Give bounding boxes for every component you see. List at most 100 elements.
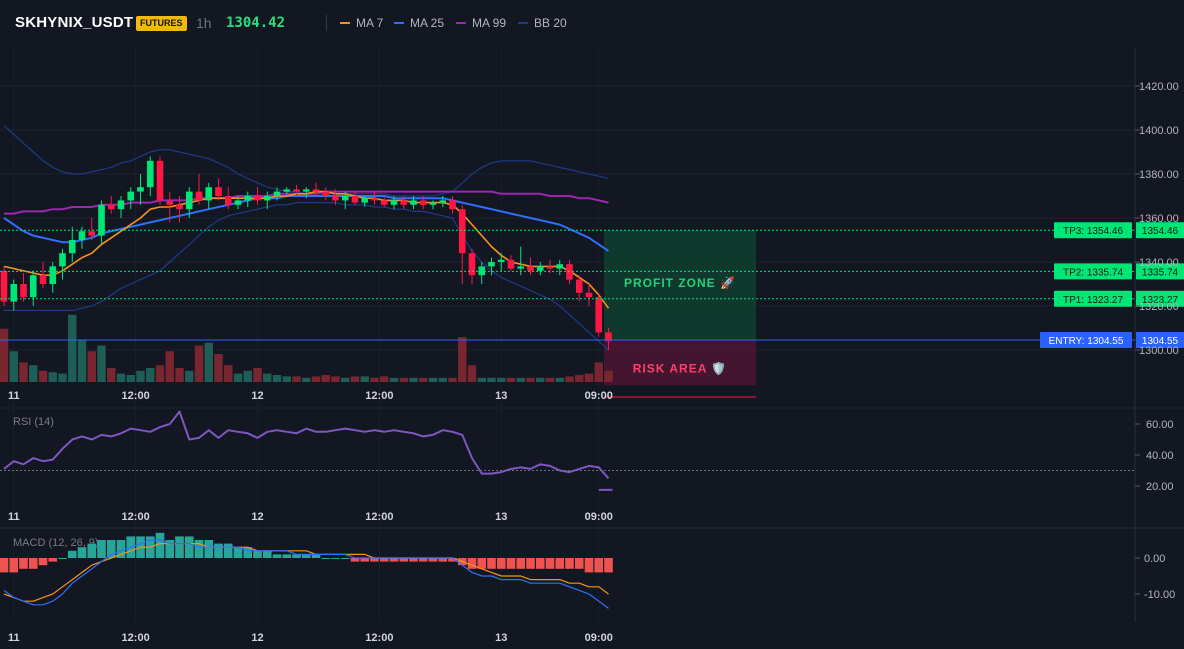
volume-bar <box>292 376 301 382</box>
legend-ma99[interactable]: MA 99 <box>456 16 506 30</box>
candles <box>0 156 612 350</box>
candle-body <box>205 187 213 201</box>
macd-pane: MACD (12, 26, 9) 0.00 -10.00 <box>0 532 1175 609</box>
tp3-label: TP3: 1354.46 <box>1063 226 1123 237</box>
macd-hist-bar <box>175 536 184 558</box>
volume-bar <box>126 375 135 382</box>
timeframe-label[interactable]: 1h <box>196 15 212 31</box>
candle-body <box>107 204 115 210</box>
volume-bar <box>438 377 447 382</box>
bollinger-bands <box>3 125 609 351</box>
macd-hist-bar <box>214 543 223 558</box>
candle-body <box>215 187 222 196</box>
volume-bar <box>506 377 516 382</box>
candle-body <box>146 160 154 188</box>
bb-lower-line <box>4 202 609 351</box>
candle-body <box>575 279 583 293</box>
volume-bar <box>458 337 467 382</box>
x-tick-label: 09:00 <box>585 632 613 644</box>
tp2-axis-label: 1335.74 <box>1142 267 1179 278</box>
macd-hist-bar <box>555 558 565 569</box>
candle-body <box>371 198 378 201</box>
volume-bar <box>243 370 252 382</box>
volume-bar <box>311 376 321 382</box>
candle-body <box>390 200 398 205</box>
candle-body <box>302 189 310 192</box>
macd-hist-bar <box>360 558 370 562</box>
ma25-line <box>3 195 610 252</box>
volume-bar <box>116 373 126 382</box>
candle-body <box>224 196 232 205</box>
volume-bar <box>58 373 67 382</box>
candle-body <box>10 284 18 302</box>
volume-bar <box>185 370 194 382</box>
candle-body <box>507 259 515 269</box>
volume-bar <box>38 370 48 382</box>
candle-body <box>361 198 369 203</box>
tp2-label: TP2: 1335.74 <box>1063 267 1123 278</box>
macd-hist-bar <box>204 540 214 558</box>
macd-hist-bar <box>604 558 613 573</box>
volume-bar <box>194 345 204 382</box>
legend-ma7[interactable]: MA 7 <box>340 16 383 30</box>
x-tick-label: 13 <box>495 390 507 402</box>
volume-bar <box>68 314 77 382</box>
candle-body <box>137 187 144 192</box>
legend-bb20[interactable]: BB 20 <box>518 16 567 30</box>
macd-hist-bar <box>574 558 584 569</box>
y-tick-label: 1340.00 <box>1139 257 1179 269</box>
header-divider <box>326 15 327 31</box>
ma7-line <box>3 190 610 309</box>
macd-hist-bar <box>155 532 165 558</box>
trade-levels: TP3: 1354.46 1354.46 TP2: 1335.74 1335.74 TP… <box>0 222 1184 348</box>
y-tick-label: 1380.00 <box>1139 169 1179 181</box>
rsi-y-tick-label: 40.00 <box>1146 450 1174 462</box>
legend-ma25[interactable]: MA 25 <box>394 16 444 30</box>
candle-body <box>127 191 135 201</box>
macd-hist-bar <box>379 558 389 562</box>
x-tick-label: 12:00 <box>365 511 393 523</box>
candle-body <box>176 204 183 210</box>
macd-hist-bar <box>535 558 545 569</box>
candle-body <box>468 253 476 276</box>
symbol-title[interactable]: SKHYNIX_USDT <box>15 14 134 31</box>
volume-bar <box>87 351 96 382</box>
candle-body <box>263 196 271 201</box>
macd-hist-bar <box>487 558 496 569</box>
macd-hist-bar <box>321 558 331 559</box>
candle-body <box>59 253 66 267</box>
legend-bb20-label: BB 20 <box>534 16 567 30</box>
macd-hist-bar <box>467 558 477 569</box>
candle-body <box>195 191 203 201</box>
volume-bar <box>0 328 9 382</box>
candle-body <box>293 189 300 192</box>
volume-bar <box>545 377 555 382</box>
y-tick-label: 1300.00 <box>1139 345 1179 357</box>
candle-body <box>273 191 281 196</box>
volume-bar <box>19 362 28 382</box>
y-tick-label: 1360.00 <box>1139 213 1179 225</box>
macd-hist-bar <box>399 558 409 562</box>
x-tick-label: 09:00 <box>585 511 613 523</box>
macd-hist-bar <box>311 554 321 558</box>
macd-hist-bar <box>282 554 292 558</box>
volume-bar <box>497 377 506 382</box>
volume-bar <box>341 377 350 382</box>
macd-hist-bar <box>594 558 604 573</box>
macd-hist-bar <box>184 536 194 558</box>
candle-body <box>595 297 603 333</box>
candle-body <box>400 200 408 205</box>
volume-bar <box>428 377 438 382</box>
volume-bar <box>107 368 116 382</box>
volume-bar <box>555 377 564 382</box>
trade-zones: PROFIT ZONE 🚀 RISK AREA 🛡️ <box>604 230 756 398</box>
x-tick-label: 13 <box>495 511 507 523</box>
tp1-axis-label: 1323.27 <box>1142 295 1179 306</box>
macd-hist-bar <box>38 558 48 566</box>
candle-body <box>98 204 105 236</box>
y-tick-label: 1400.00 <box>1139 125 1179 137</box>
last-price: 1304.42 <box>226 15 286 31</box>
candle-body <box>234 200 242 205</box>
x-tick-label: 09:00 <box>585 390 613 402</box>
